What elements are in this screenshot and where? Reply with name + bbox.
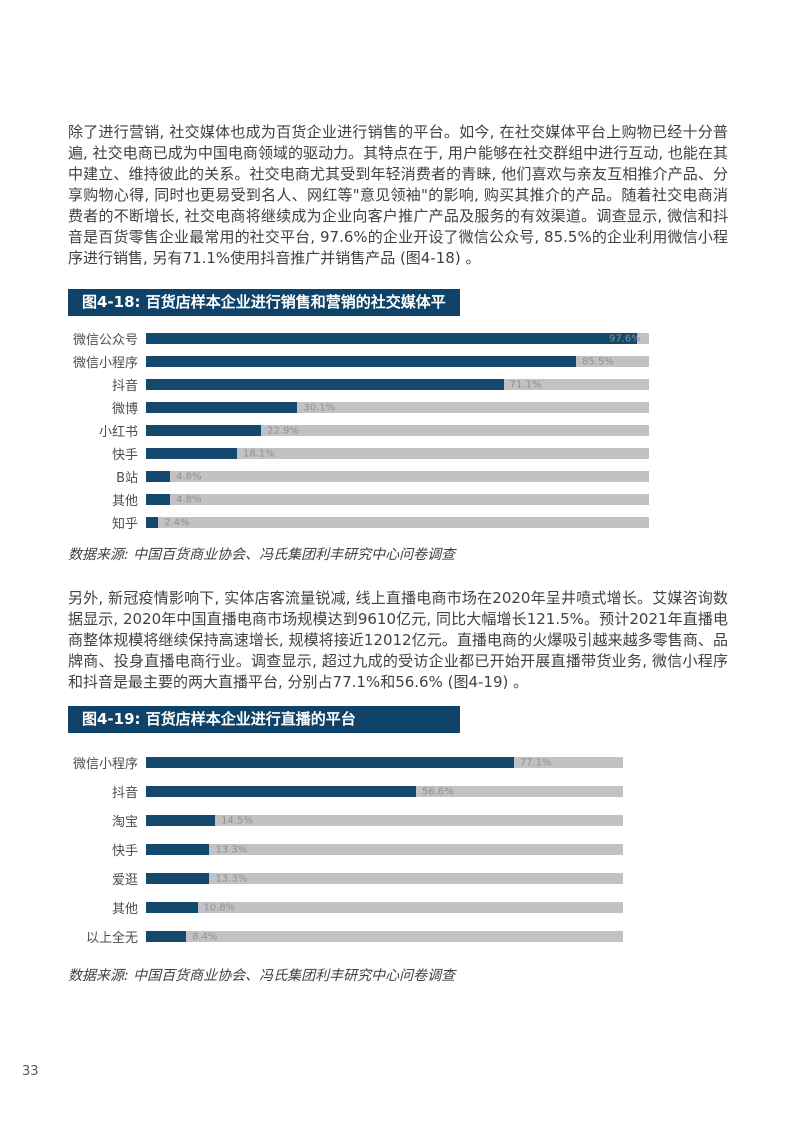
chart-row: 微博 30.1% — [68, 396, 728, 419]
bar — [146, 402, 298, 413]
category-label: 淘宝 — [111, 815, 138, 830]
value-label: 97.6% — [609, 333, 641, 344]
value-label: 22.9% — [267, 425, 299, 436]
bar-track: 2.4% — [146, 517, 649, 528]
category-label: 知乎 — [111, 517, 138, 532]
chart-row: 以上全无 8.4% — [68, 922, 728, 951]
bar — [146, 333, 637, 344]
bar-track: 14.5% — [146, 815, 623, 826]
intro-paragraph-social-commerce: 除了进行营销, 社交媒体也成为百货企业进行销售的平台。如今, 在社交媒体平台上购… — [68, 123, 728, 267]
bar-track: 10.8% — [146, 902, 623, 913]
value-label: 4.8% — [176, 471, 202, 482]
figure-4-19-title: 图4-19: 百货店样本企业进行直播的平台 — [82, 710, 356, 728]
chart-row: 微信小程序 85.5% — [68, 350, 728, 373]
chart-row: 抖音 71.1% — [68, 373, 728, 396]
chart-row: 微信小程序 77.1% — [68, 748, 728, 777]
chart-row: 快手 18.1% — [68, 442, 728, 465]
chart-row: B站 4.8% — [68, 465, 728, 488]
paragraph-livestream-ecommerce: 另外, 新冠疫情影响下, 实体店客流量锐减, 线上直播电商市场在2020年呈井喷… — [68, 589, 728, 691]
bar-track: 71.1% — [146, 379, 649, 390]
bar-track: 4.8% — [146, 494, 649, 505]
chart-social-media-platforms: 微信公众号 97.6% 微信小程序 85.5% 抖音 71.1% 微博 30.1% 小红书 22.… — [68, 327, 728, 534]
bar-track: 56.6% — [146, 786, 623, 797]
figure-4-19-title-banner: 图4-19: 百货店样本企业进行直播的平台 — [68, 706, 460, 733]
bar — [146, 425, 262, 436]
bar — [146, 448, 238, 459]
bar — [146, 379, 504, 390]
value-label: 2.4% — [164, 517, 190, 528]
chart-livestream-platforms: 微信小程序 77.1% 抖音 56.6% 淘宝 14.5% 快手 13.3% 爱逛 13.3% 其他… — [68, 748, 728, 951]
chart-row: 快手 13.3% — [68, 835, 728, 864]
bar — [146, 786, 416, 797]
chart-4-18-source: 数据来源: 中国百货商业协会、冯氏集团利丰研究中心问卷调查 — [68, 547, 456, 563]
value-label: 77.1% — [519, 757, 552, 768]
value-label: 8.4% — [192, 931, 218, 942]
bar — [146, 356, 577, 367]
category-label: 抖音 — [111, 786, 138, 801]
category-label: 微信小程序 — [72, 356, 138, 371]
bar-track: 13.3% — [146, 844, 623, 855]
category-label: 以上全无 — [85, 931, 138, 946]
category-label: 小红书 — [98, 425, 138, 440]
value-label: 13.3% — [215, 844, 248, 855]
value-label: 71.1% — [509, 379, 542, 390]
category-label: 抖音 — [111, 379, 138, 394]
chart-row: 微信公众号 97.6% — [68, 327, 728, 350]
category-label: 爱逛 — [111, 873, 138, 888]
bar — [146, 494, 171, 505]
bar — [146, 844, 210, 855]
bar-track: 22.9% — [146, 425, 649, 436]
category-label: 其他 — [111, 902, 138, 917]
bar-track: 30.1% — [146, 402, 649, 413]
chart-row: 淘宝 14.5% — [68, 806, 728, 835]
bar — [146, 902, 198, 913]
chart-row: 小红书 22.9% — [68, 419, 728, 442]
chart-row: 爱逛 13.3% — [68, 864, 728, 893]
bar-track: 4.8% — [146, 471, 649, 482]
value-label: 4.8% — [176, 494, 202, 505]
page-content: 除了进行营销, 社交媒体也成为百货企业进行销售的平台。如今, 在社交媒体平台上购… — [68, 0, 728, 985]
value-label: 13.3% — [215, 873, 248, 884]
figure-4-18-title-banner: 图4-18: 百货店样本企业进行销售和营销的社交媒体平台 — [68, 289, 460, 338]
value-label: 18.1% — [243, 448, 275, 459]
bar-track: 97.6% — [146, 333, 649, 344]
bar — [146, 757, 514, 768]
category-label: 其他 — [111, 494, 138, 509]
chart-4-19-source: 数据来源: 中国百货商业协会、冯氏集团利丰研究中心问卷调查 — [68, 968, 456, 984]
bar-track: 85.5% — [146, 356, 649, 367]
bar-track: 77.1% — [146, 757, 623, 768]
category-label: 快手 — [111, 844, 138, 859]
bar — [146, 815, 216, 826]
bar-track: 8.4% — [146, 931, 623, 942]
value-label: 30.1% — [303, 402, 336, 413]
chart-row: 其他 4.8% — [68, 488, 728, 511]
category-label: B站 — [116, 471, 138, 486]
value-label: 10.8% — [203, 902, 236, 913]
value-label: 14.5% — [221, 815, 253, 826]
category-label: 微信公众号 — [72, 333, 138, 348]
chart-row: 抖音 56.6% — [68, 777, 728, 806]
category-label: 微博 — [111, 402, 138, 417]
chart-row: 其他 10.8% — [68, 893, 728, 922]
chart-row: 知乎 2.4% — [68, 511, 728, 534]
bar — [146, 873, 210, 884]
bar-track: 18.1% — [146, 448, 649, 459]
bar — [146, 931, 187, 942]
bar — [146, 471, 171, 482]
bar-track: 13.3% — [146, 873, 623, 884]
category-label: 微信小程序 — [72, 757, 138, 772]
value-label: 56.6% — [421, 786, 454, 797]
figure-4-18-title: 图4-18: 百货店样本企业进行销售和营销的社交媒体平台 — [82, 293, 446, 338]
value-label: 85.5% — [582, 356, 614, 367]
page-number: 33 — [22, 1064, 39, 1079]
category-label: 快手 — [111, 448, 138, 463]
bar — [146, 517, 159, 528]
